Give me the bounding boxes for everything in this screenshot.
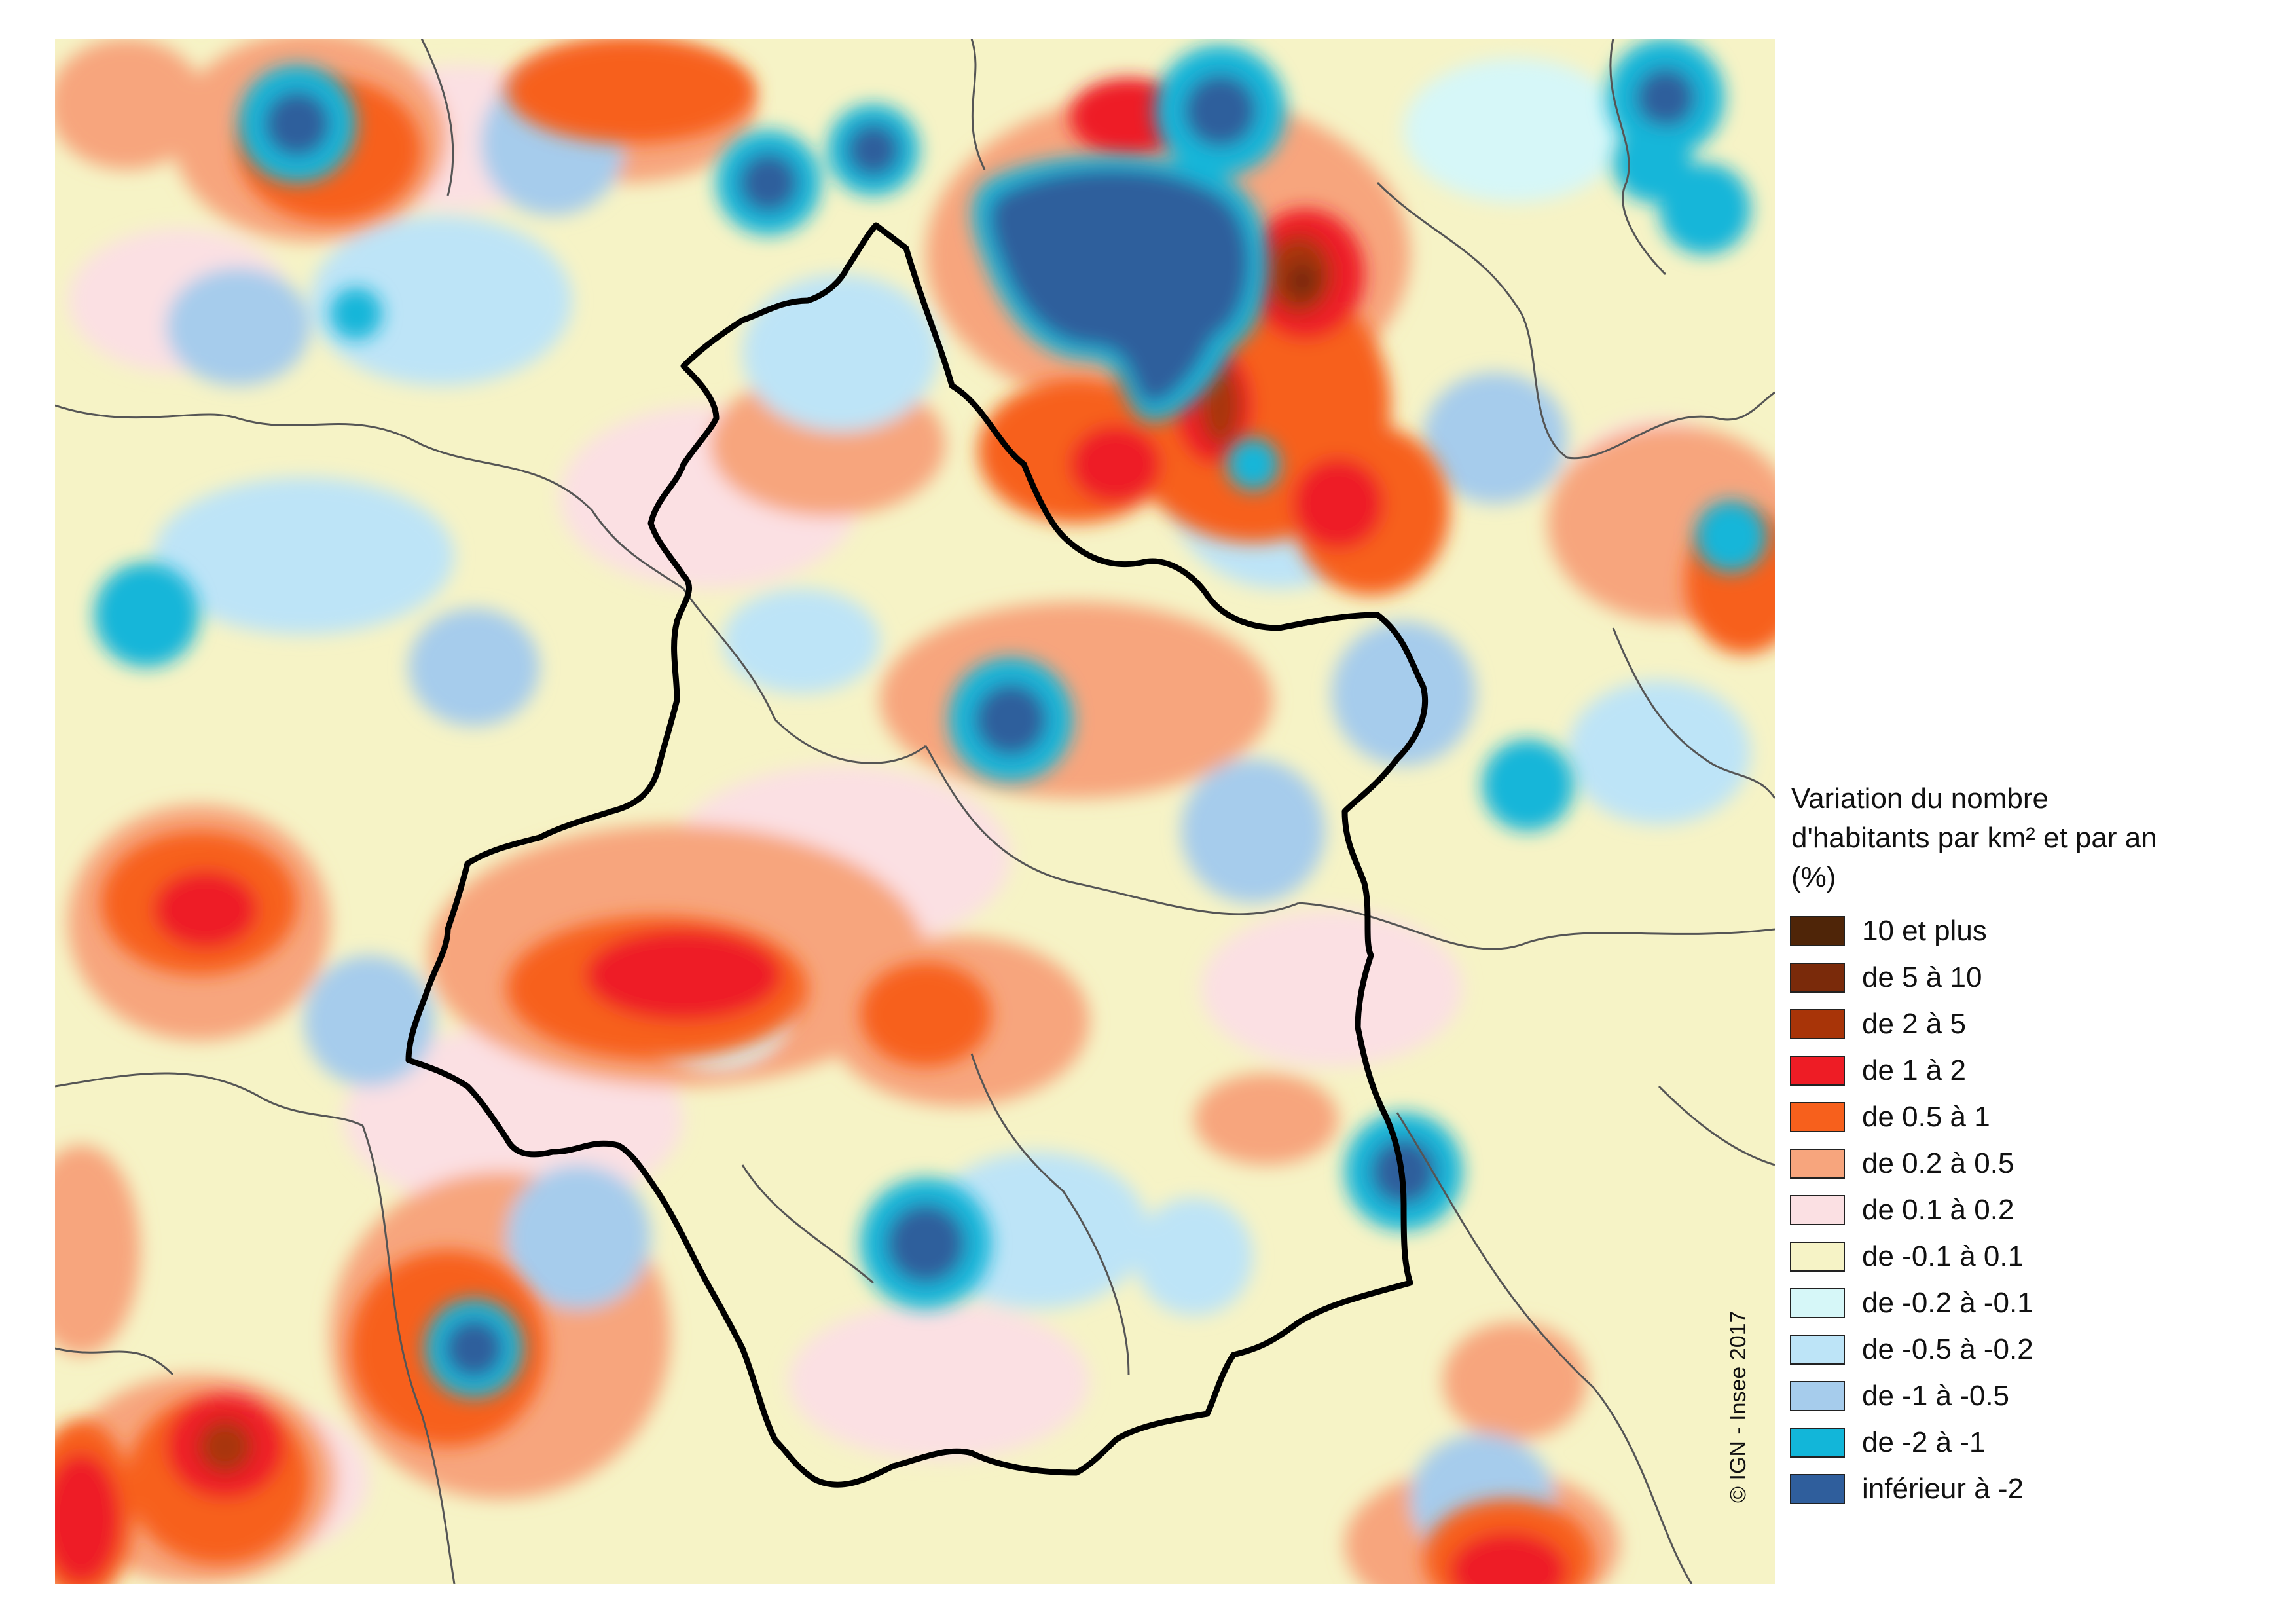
legend-swatch [1790, 1008, 1845, 1039]
legend-label: de 0.5 à 1 [1862, 1100, 1990, 1133]
legend-label: de 1 à 2 [1862, 1054, 1967, 1086]
legend-label: inférieur à -2 [1862, 1472, 2024, 1505]
admin-boundaries [55, 39, 1775, 1584]
density-coldspots [94, 39, 1767, 1397]
legend-item: de 0.2 à 0.5 [1787, 1140, 2246, 1187]
legend-label: de -2 à -1 [1862, 1426, 1986, 1458]
legend-item: 10 et plus [1787, 908, 2246, 954]
legend-swatch [1790, 1101, 1845, 1132]
legend-label: de -1 à -0.5 [1862, 1379, 2010, 1412]
legend-swatch [1790, 1427, 1845, 1458]
legend-label: de -0.2 à -0.1 [1862, 1286, 2033, 1319]
legend-label: 10 et plus [1862, 914, 1987, 947]
legend-swatch [1790, 1287, 1845, 1318]
legend-label: de -0.5 à -0.2 [1862, 1333, 2033, 1365]
legend-swatch [1790, 915, 1845, 946]
legend-label: de 2 à 5 [1862, 1007, 1967, 1040]
legend-item: de 2 à 5 [1787, 1001, 2246, 1047]
legend-item: de -2 à -1 [1787, 1419, 2246, 1466]
region-boundary [405, 222, 1429, 1488]
legend-item: de 0.1 à 0.2 [1787, 1187, 2246, 1233]
legend-swatch [1790, 1148, 1845, 1179]
density-variation-map [55, 39, 1775, 1584]
legend-item: de -0.1 à 0.1 [1787, 1233, 2246, 1280]
legend-swatch [1790, 962, 1845, 993]
legend-swatch [1790, 1380, 1845, 1411]
legend-label: de -0.1 à 0.1 [1862, 1240, 2024, 1272]
legend-item: de -0.5 à -0.2 [1787, 1326, 2246, 1373]
legend-swatch [1790, 1473, 1845, 1504]
legend-item: de -1 à -0.5 [1787, 1373, 2246, 1419]
legend-title: Variation du nombre d'habitants par km² … [1791, 783, 2157, 893]
legend-swatch [1790, 1055, 1845, 1086]
legend-item: de 0.5 à 1 [1787, 1094, 2246, 1140]
legend-label: de 5 à 10 [1862, 961, 1982, 993]
legend-label: de 0.1 à 0.2 [1862, 1193, 2014, 1226]
legend-item: de 1 à 2 [1787, 1047, 2246, 1094]
legend-item: de -0.2 à -0.1 [1787, 1280, 2246, 1326]
copyright-credit: © IGN - Insee 2017 [1726, 1310, 1751, 1503]
legend-item: inférieur à -2 [1787, 1466, 2246, 1512]
legend-swatch [1790, 1241, 1845, 1272]
legend-label: de 0.2 à 0.5 [1862, 1147, 2014, 1179]
legend-item: de 5 à 10 [1787, 954, 2246, 1001]
map-legend: Variation du nombre d'habitants par km² … [1787, 779, 2246, 1512]
legend-swatch [1790, 1334, 1845, 1365]
legend-swatch [1790, 1194, 1845, 1225]
